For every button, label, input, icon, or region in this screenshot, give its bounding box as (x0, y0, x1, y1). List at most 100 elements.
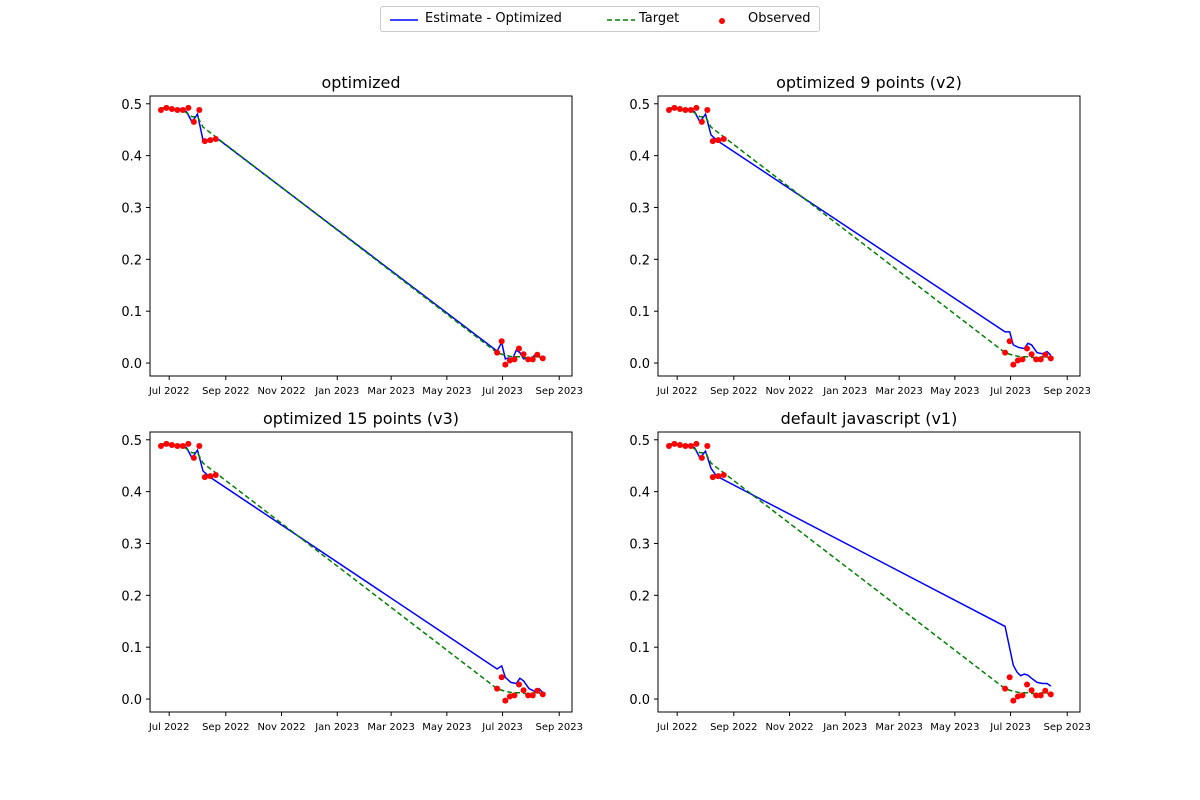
plot-frame (657, 95, 1081, 377)
x-tick-label: May 2023 (930, 386, 979, 397)
observed-point (665, 443, 672, 449)
subplot-title: optimized 9 points (v2) (776, 73, 962, 92)
x-tick-label: Jul 2022 (656, 386, 698, 397)
observed-point (502, 361, 509, 368)
observed-point (520, 351, 527, 358)
observed-point (190, 454, 197, 461)
observed-point (1042, 351, 1049, 358)
observed-point (682, 107, 689, 113)
observed-point (720, 136, 727, 143)
observed-point (704, 107, 711, 113)
observed-point (494, 685, 501, 692)
y-tick-label: 0.5 (629, 434, 650, 449)
observed-point (1024, 681, 1031, 688)
observed-point (1042, 687, 1049, 694)
plot-frame (149, 95, 573, 377)
legend-label-estimate: Estimate - Optimized (425, 11, 562, 26)
observed-point (698, 118, 705, 125)
y-tick-label: 0.4 (629, 150, 650, 165)
legend-swatch-observed (719, 18, 725, 24)
x-tick-label: Jan 2023 (822, 722, 867, 733)
y-tick-label: 0.0 (629, 693, 650, 708)
observed-point (179, 443, 186, 449)
y-tick-label: 0.3 (121, 201, 142, 216)
observed-point (174, 443, 181, 449)
observed-point (1047, 691, 1054, 698)
observed-point (529, 356, 536, 363)
x-tick-label: Sep 2023 (535, 722, 582, 733)
x-tick-label: Sep 2023 (1043, 386, 1090, 397)
legend-label-observed: Observed (748, 11, 811, 26)
observed-point (157, 107, 164, 113)
observed-point (665, 107, 672, 113)
observed-point (207, 137, 214, 144)
observed-point (693, 440, 700, 447)
subplot-title: default javascript (v1) (781, 409, 958, 428)
y-tick-label: 0.4 (121, 486, 142, 501)
x-tick-label: Nov 2022 (765, 386, 813, 397)
y-tick-label: 0.4 (121, 150, 142, 165)
observed-point (511, 356, 518, 363)
y-tick-label: 0.2 (121, 253, 142, 268)
observed-point (157, 443, 164, 449)
observed-point (1033, 356, 1040, 363)
x-tick-label: Jul 2023 (481, 386, 523, 397)
observed-point (671, 440, 678, 447)
observed-point (494, 349, 501, 356)
x-tick-label: Jan 2023 (314, 386, 359, 397)
legend-label-target: Target (639, 11, 680, 26)
y-tick-label: 0.0 (121, 357, 142, 372)
observed-point (704, 443, 711, 449)
subplot-1: optimized 0.0 0.1 0.2 0.3 0.4 0.5 Jul 2022 Sep 2… (121, 73, 583, 397)
observed-point (196, 443, 203, 449)
x-tick-label: Nov 2022 (257, 722, 305, 733)
observed-point (525, 356, 532, 363)
y-tick-label: 0.2 (629, 253, 650, 268)
observed-point (511, 692, 518, 699)
observed-point (676, 105, 683, 112)
observed-point (529, 692, 536, 699)
x-tick-label: Jul 2023 (989, 722, 1031, 733)
x-tick-label: Mar 2023 (875, 722, 923, 733)
observed-point (1002, 349, 1009, 356)
x-tick-label: Jul 2023 (481, 722, 523, 733)
observed-point (174, 107, 181, 113)
observed-point (539, 355, 546, 362)
observed-point (715, 473, 722, 480)
y-tick-label: 0.2 (629, 589, 650, 604)
estimate-line (669, 444, 1052, 687)
subplot-title: optimized (321, 73, 400, 92)
observed-point (671, 104, 678, 111)
x-tick-label: Sep 2022 (710, 386, 757, 397)
y-tick-label: 0.1 (121, 641, 142, 656)
observed-point (1014, 693, 1021, 700)
observed-point (698, 454, 705, 461)
x-tick-label: Nov 2022 (257, 386, 305, 397)
observed-point (212, 472, 219, 479)
observed-point (687, 443, 694, 449)
y-tick-label: 0.2 (121, 589, 142, 604)
subplot-2: optimized 9 points (v2) 0.0 0.1 0.2 0.3 0.4 0.… (629, 73, 1091, 397)
observed-point (163, 440, 170, 447)
y-tick-label: 0.3 (121, 537, 142, 552)
observed-point (207, 473, 214, 480)
estimate-line (669, 108, 1052, 356)
x-tick-label: Jul 2023 (989, 386, 1031, 397)
x-tick-label: May 2023 (422, 386, 471, 397)
legend-swatch-estimate (390, 19, 418, 21)
observed-point (196, 107, 203, 113)
y-tick-label: 0.1 (629, 641, 650, 656)
observed-point (1010, 697, 1017, 704)
observed-point (676, 441, 683, 448)
y-tick-label: 0.0 (629, 357, 650, 372)
observed-point (502, 697, 509, 704)
legend-swatch-target (607, 19, 635, 21)
x-tick-label: Jul 2022 (148, 386, 190, 397)
x-tick-label: Sep 2023 (1043, 722, 1090, 733)
observed-point (168, 441, 175, 448)
observed-point (1019, 692, 1026, 699)
y-tick-label: 0.4 (629, 486, 650, 501)
observed-point (1006, 674, 1013, 681)
